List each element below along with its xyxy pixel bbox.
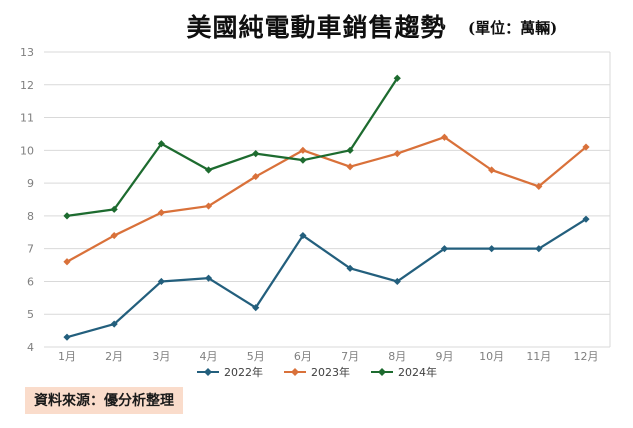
legend-item-2024年: 2024年 <box>370 364 437 380</box>
data-point-marker <box>488 245 496 253</box>
chart-title: 美國純電動車銷售趨勢 <box>186 13 447 42</box>
data-point-marker <box>110 205 118 213</box>
data-point-marker <box>393 74 401 82</box>
legend-line-marker-icon <box>371 368 393 376</box>
x-axis-label: 5月 <box>247 350 265 363</box>
legend-item-2023年: 2023年 <box>283 364 350 380</box>
x-axis-label: 11月 <box>526 350 551 363</box>
data-point-marker <box>535 245 543 253</box>
legend-item-2022年: 2022年 <box>196 364 263 380</box>
x-axis-label: 4月 <box>200 350 218 363</box>
x-axis-label: 10月 <box>479 350 504 363</box>
data-point-marker <box>157 209 165 217</box>
legend-label: 2024年 <box>398 366 437 379</box>
y-axis-label: 7 <box>27 243 34 256</box>
y-axis-label: 5 <box>27 308 34 321</box>
data-point-marker <box>346 146 354 154</box>
data-point-marker <box>252 150 260 158</box>
series-line-2023年 <box>65 136 588 263</box>
data-point-marker <box>440 245 449 253</box>
data-point-marker <box>204 202 213 210</box>
x-axis-label: 9月 <box>435 350 453 363</box>
data-point-marker <box>157 140 165 148</box>
y-axis-label: 4 <box>27 341 34 354</box>
x-axis-label: 7月 <box>341 350 359 363</box>
data-point-marker <box>393 150 401 158</box>
y-axis-label: 6 <box>27 275 34 288</box>
data-point-marker <box>299 156 307 164</box>
unit-label: (單位：萬輛) <box>468 19 558 37</box>
y-axis-label: 11 <box>20 112 34 125</box>
data-point-marker <box>440 133 449 141</box>
legend-line-marker-icon <box>197 368 219 376</box>
chart-legend: 2022年 2023年 2024年 <box>0 364 633 380</box>
data-point-marker <box>63 333 71 341</box>
sales-line-chart: 4 5 6 7 8 9 10 11 12 13 1月 2月 3月 4月 5月 6月 7月 8月 9月 10月 11月 12… <box>20 46 611 363</box>
x-axis-label: 1月 <box>58 350 76 363</box>
x-axis-label: 3月 <box>152 350 170 363</box>
x-axis-label: 2月 <box>105 350 123 363</box>
y-axis-label: 8 <box>27 210 34 223</box>
y-axis-label: 10 <box>20 144 34 157</box>
data-point-marker <box>63 212 71 220</box>
data-point-marker <box>346 264 354 272</box>
legend-label: 2022年 <box>224 366 263 379</box>
data-point-marker <box>110 231 118 240</box>
data-point-marker <box>252 172 260 181</box>
data-point-marker <box>110 320 118 328</box>
y-axis-label: 13 <box>20 46 34 59</box>
data-point-marker <box>346 163 354 171</box>
data-point-marker <box>63 258 71 266</box>
series-line-2024年 <box>65 77 399 218</box>
data-point-marker <box>157 277 165 286</box>
data-point-marker <box>252 304 260 312</box>
data-point-marker <box>582 215 590 223</box>
legend-line-marker-icon <box>284 368 306 376</box>
x-axis-label: 12月 <box>574 350 599 363</box>
data-point-marker <box>204 166 213 174</box>
x-axis-label: 8月 <box>388 350 406 363</box>
source-label: 資料來源：優分析整理 <box>25 387 183 414</box>
x-axis-label: 6月 <box>294 350 312 363</box>
legend-label: 2023年 <box>311 366 350 379</box>
data-point-marker <box>488 166 496 174</box>
data-point-marker <box>393 277 401 286</box>
data-point-marker <box>299 146 307 154</box>
data-point-marker <box>535 182 543 190</box>
y-axis-label: 9 <box>27 177 34 190</box>
series-line-2022年 <box>65 218 588 339</box>
data-point-marker <box>299 231 307 240</box>
y-axis-label: 12 <box>20 79 34 92</box>
